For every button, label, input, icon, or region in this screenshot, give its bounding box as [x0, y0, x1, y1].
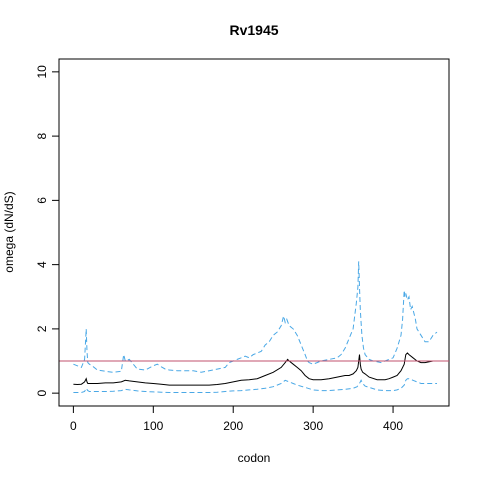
x-tick-label: 300 [303, 419, 323, 433]
series-line-estimate [73, 352, 437, 386]
series-layer [73, 261, 438, 393]
y-tick-label: 10 [35, 65, 49, 79]
y-axis-label: omega (dN/dS) [2, 191, 16, 272]
series-line-upper [73, 261, 438, 373]
x-tick-label: 0 [70, 419, 77, 433]
y-tick-label: 8 [35, 132, 49, 139]
x-axis: 0 100 200 300 400 [70, 405, 403, 433]
x-axis-label: codon [238, 451, 271, 465]
plot-area [58, 58, 450, 407]
x-tick-label: 100 [143, 419, 163, 433]
x-tick-label: 200 [223, 419, 243, 433]
x-tick-label: 400 [383, 419, 403, 433]
y-tick-label: 4 [35, 261, 49, 268]
y-tick-label: 2 [35, 325, 49, 332]
series-line-lower [73, 378, 437, 393]
y-tick-label: 6 [35, 197, 49, 204]
y-axis: 0 2 4 6 8 10 [35, 65, 60, 396]
y-tick-label: 0 [35, 389, 49, 396]
chart-title: Rv1945 [229, 22, 278, 38]
